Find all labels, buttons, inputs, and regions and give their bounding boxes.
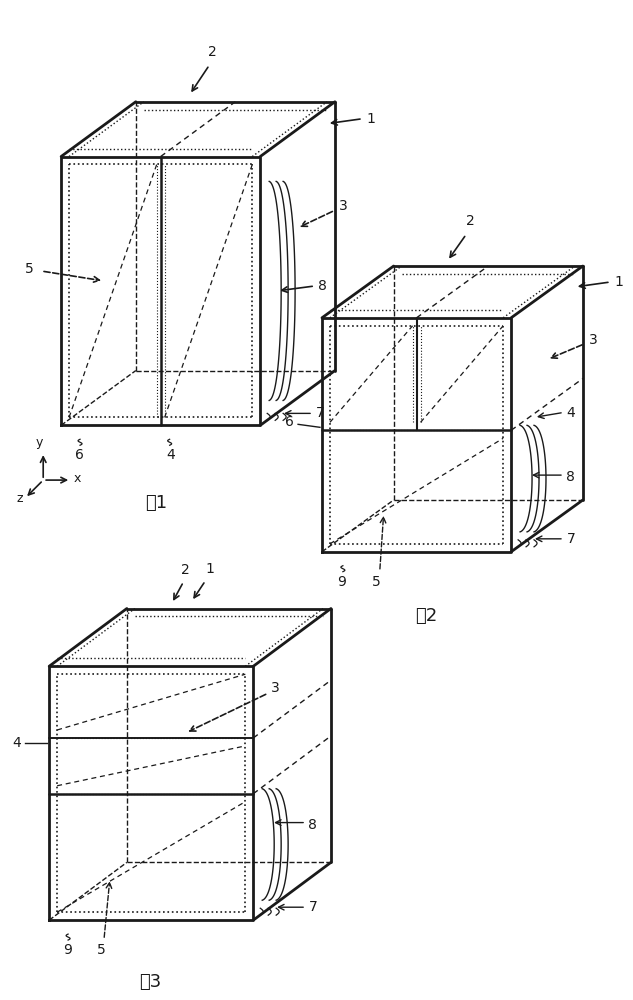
Text: 2: 2 [466,214,475,228]
Text: 4: 4 [166,448,175,462]
Text: 4: 4 [566,406,575,420]
Text: 3: 3 [339,199,348,213]
Text: 5: 5 [97,943,105,957]
Text: 8: 8 [318,279,327,293]
Text: 1: 1 [205,562,214,576]
Text: 3: 3 [271,681,280,695]
Text: 8: 8 [566,470,575,484]
Text: 8: 8 [308,818,317,832]
Text: 1: 1 [367,112,375,126]
Text: 2: 2 [181,563,190,577]
Text: 9: 9 [63,943,72,957]
Text: 7: 7 [567,532,575,546]
Text: 6: 6 [75,448,84,462]
Text: 4: 4 [13,736,22,750]
Text: 9: 9 [337,575,346,589]
Text: 图1: 图1 [145,494,166,512]
Text: 7: 7 [316,406,325,420]
Text: 1: 1 [615,275,624,289]
Text: 5: 5 [25,262,34,276]
Text: y: y [35,436,43,449]
Text: 7: 7 [309,900,318,914]
Text: 2: 2 [208,45,217,59]
Text: 图3: 图3 [140,973,162,991]
Text: z: z [17,492,23,505]
Text: 图2: 图2 [415,607,437,625]
Text: 3: 3 [589,333,598,347]
Text: x: x [73,472,81,485]
Text: 6: 6 [285,415,294,429]
Text: 5: 5 [372,575,381,589]
